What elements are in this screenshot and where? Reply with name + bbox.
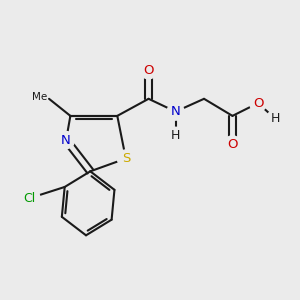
Text: H: H — [270, 112, 280, 125]
Circle shape — [250, 94, 267, 112]
Circle shape — [224, 136, 241, 153]
Text: Cl: Cl — [23, 192, 35, 205]
Text: H: H — [171, 129, 180, 142]
Text: Me: Me — [32, 92, 48, 102]
Text: N: N — [171, 105, 181, 118]
Circle shape — [58, 131, 75, 148]
Circle shape — [18, 188, 40, 209]
Circle shape — [267, 110, 284, 127]
Circle shape — [140, 62, 157, 79]
Text: O: O — [253, 97, 263, 110]
Circle shape — [167, 127, 184, 144]
Circle shape — [167, 103, 184, 120]
Circle shape — [117, 150, 134, 167]
Text: O: O — [143, 64, 154, 77]
Text: S: S — [122, 152, 130, 165]
Text: N: N — [61, 134, 71, 146]
Text: O: O — [227, 138, 238, 151]
